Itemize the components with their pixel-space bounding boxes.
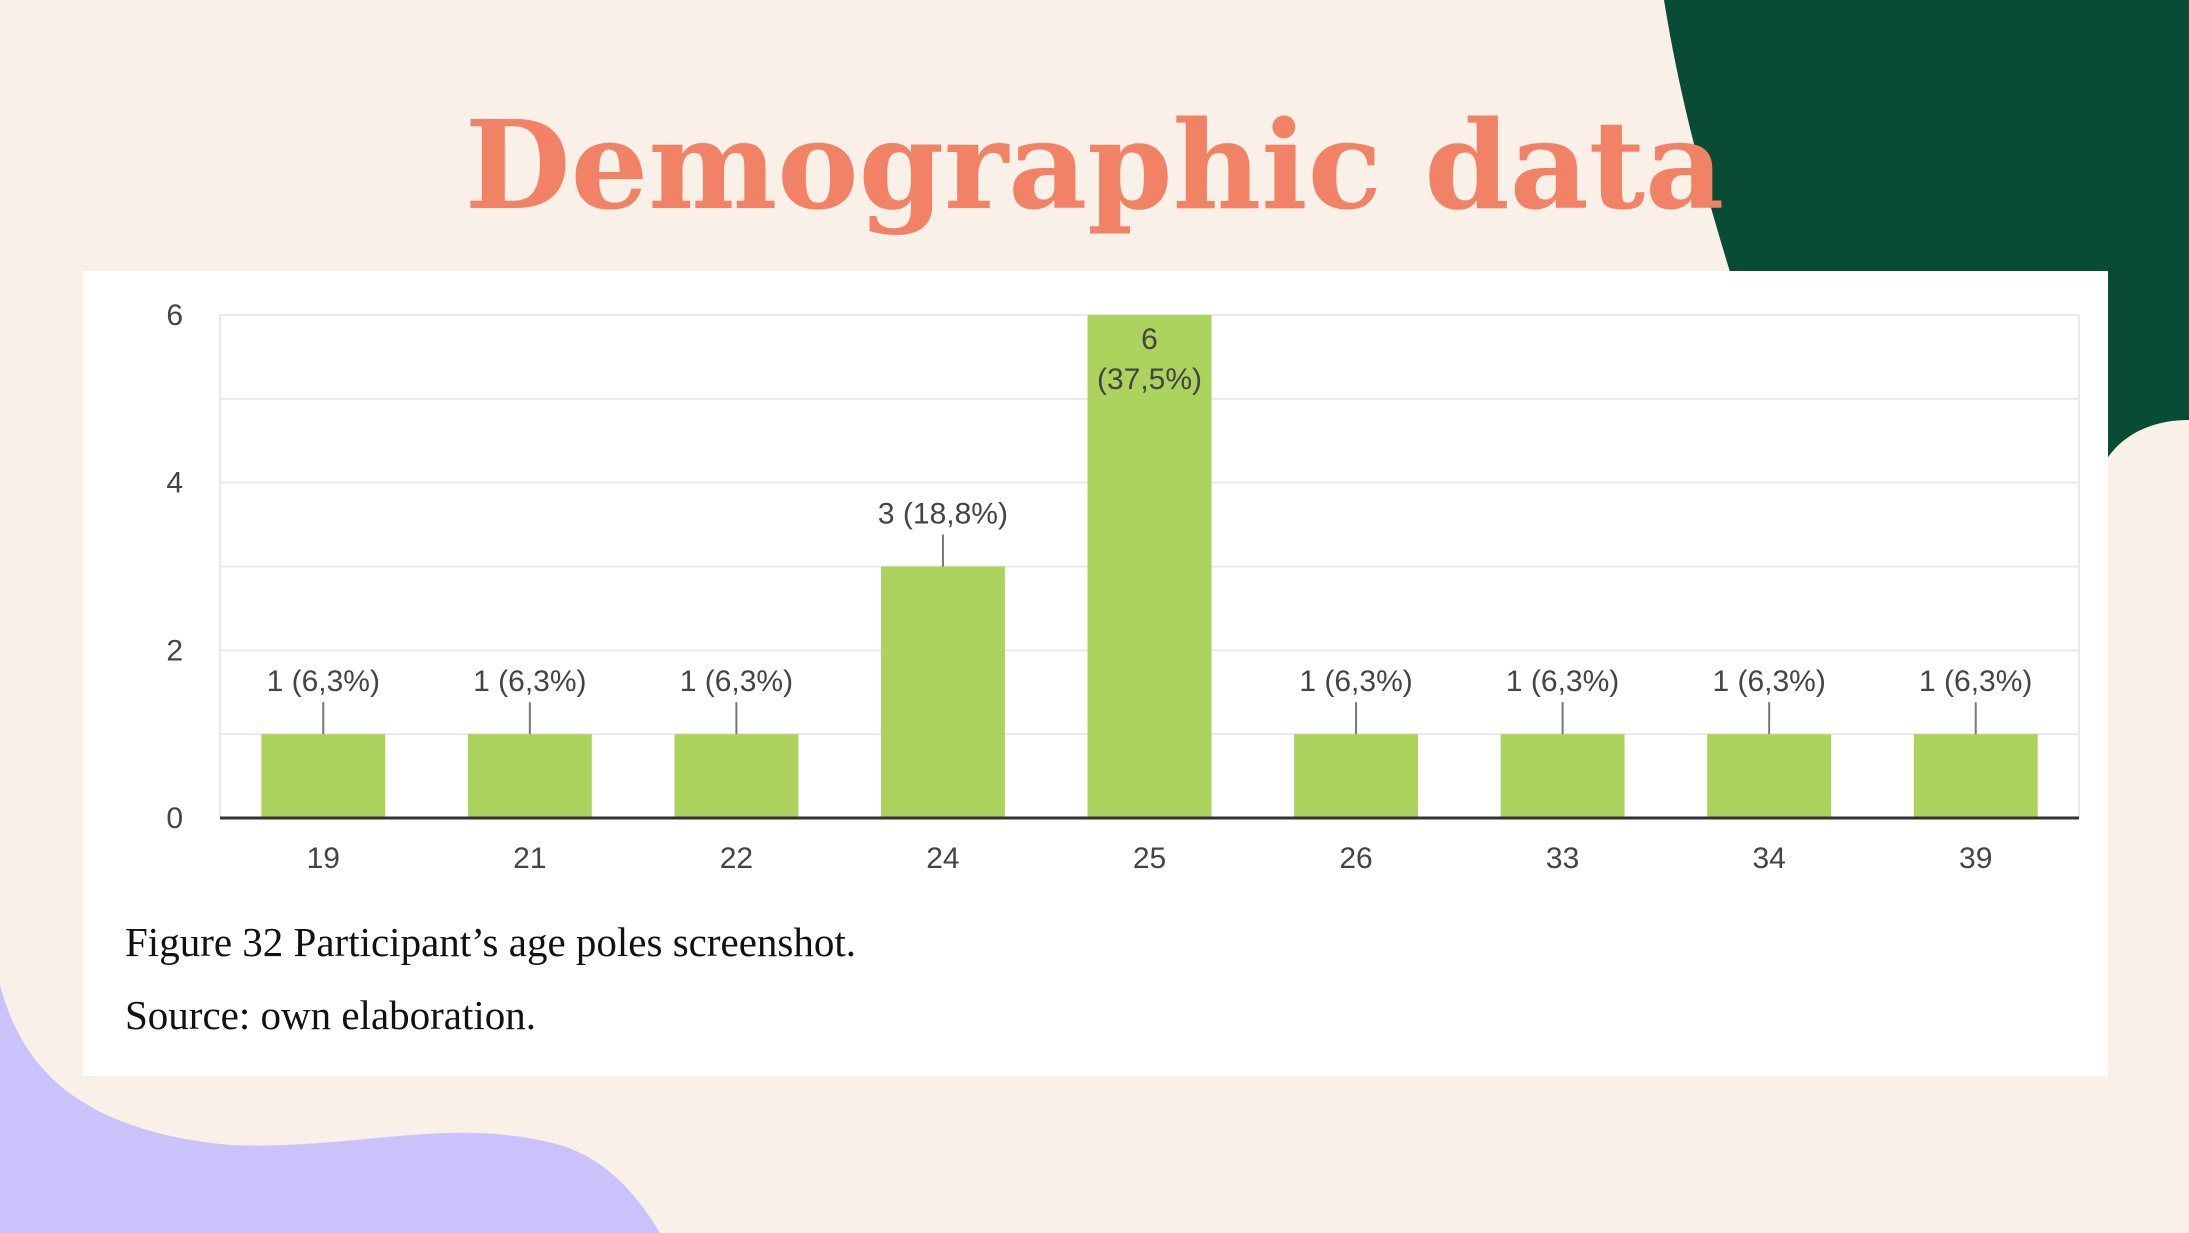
y-tick-label: 2 <box>166 634 183 667</box>
x-axis-ticks: 19 21 22 24 25 26 33 34 39 <box>307 842 1993 875</box>
bar <box>880 566 1005 818</box>
y-tick-label: 0 <box>166 802 183 835</box>
x-tick-label: 33 <box>1546 842 1579 875</box>
data-label: 1 (6,3%) <box>680 665 793 698</box>
y-axis-ticks: 0 2 4 6 <box>166 299 183 835</box>
x-tick-label: 22 <box>720 842 753 875</box>
x-tick-label: 25 <box>1133 842 1166 875</box>
x-tick-label: 39 <box>1959 842 1992 875</box>
bar <box>1500 734 1625 818</box>
data-labels: 1 (6,3%) 1 (6,3%) 1 (6,3%) 3 (18,8%) 6 (37,5%… <box>267 323 2032 735</box>
data-label: 1 (6,3%) <box>1712 665 1825 698</box>
data-label: 1 (6,3%) <box>473 665 586 698</box>
x-tick-label: 19 <box>307 842 340 875</box>
bar <box>674 734 799 818</box>
y-tick-label: 4 <box>166 467 183 500</box>
data-label: 1 (6,3%) <box>1506 665 1619 698</box>
figure-caption: Figure 32 Participant’s age poles screen… <box>125 919 856 965</box>
x-tick-label: 24 <box>926 842 959 875</box>
x-tick-label: 21 <box>513 842 546 875</box>
bar <box>467 734 592 818</box>
data-label: 1 (6,3%) <box>1919 665 2032 698</box>
x-tick-label: 26 <box>1339 842 1372 875</box>
bar <box>1707 734 1832 818</box>
bar <box>1913 734 2038 818</box>
data-label: 3 (18,8%) <box>878 498 1008 531</box>
data-label: 1 (6,3%) <box>267 665 380 698</box>
bar <box>1294 734 1419 818</box>
x-tick-label: 34 <box>1752 842 1785 875</box>
lavender-blob <box>0 985 660 1233</box>
figure-source: Source: own elaboration. <box>125 992 537 1038</box>
bar <box>1087 315 1212 818</box>
bar <box>261 734 386 818</box>
data-label: 6 (37,5%) <box>1097 323 1202 396</box>
data-label: 1 (6,3%) <box>1299 665 1412 698</box>
y-tick-label: 6 <box>166 299 183 332</box>
slide-title: Demographic data <box>464 93 1725 237</box>
chart-bars <box>220 315 2079 820</box>
